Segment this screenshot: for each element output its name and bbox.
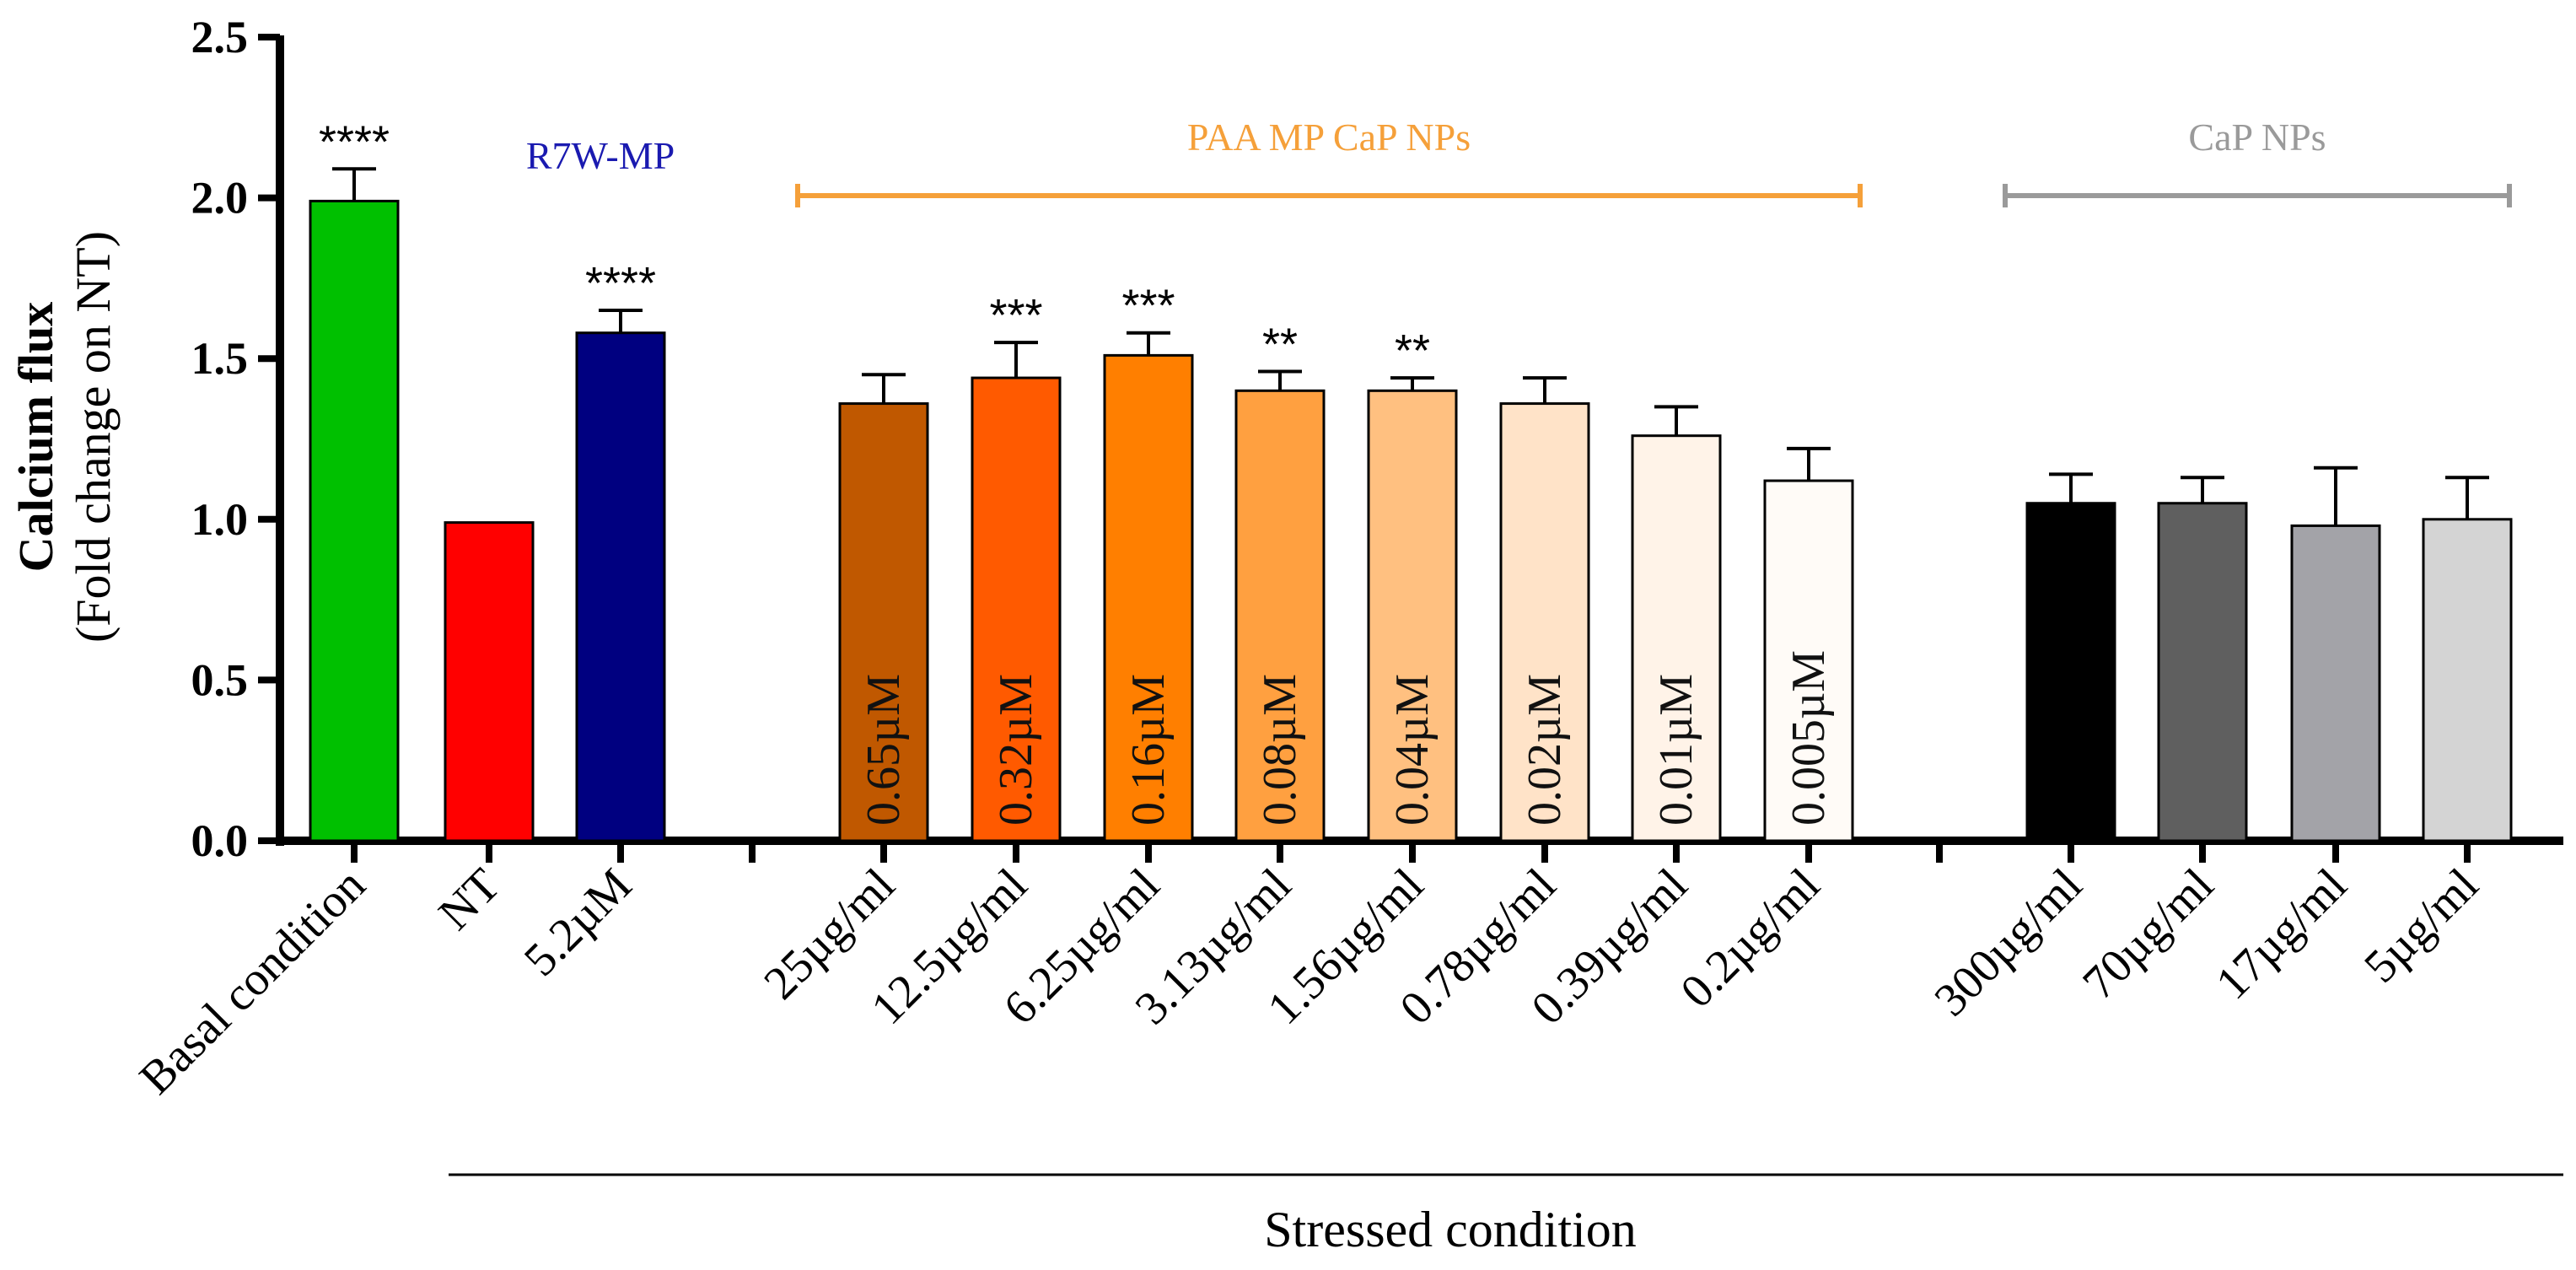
bar (1103, 353, 1194, 842)
bar-group: 300µg/ml (1925, 472, 2116, 1026)
bar (838, 402, 929, 842)
group-annotation: PAA MP CaP NPs (795, 116, 1863, 207)
bar-group: **** Basal condition (130, 116, 400, 1105)
y-axis-subtitle: (Fold change on NT) (66, 231, 121, 643)
group-annotations: R7W-MP PAA MP CaP NPs CaP NPs (526, 116, 2512, 207)
bar (1499, 402, 1590, 842)
significance-label: ** (1262, 319, 1298, 369)
bar-inner-label: 0.08µM (1254, 674, 1306, 826)
y-tick-label: 0.0 (191, 815, 249, 866)
y-axis-title: Calcium flux (8, 302, 63, 573)
x-axis (277, 837, 2563, 863)
category-label: 5.2µM (514, 858, 642, 986)
bar-inner-label: 0.04µM (1386, 674, 1439, 826)
group-annotation: CaP NPs (2003, 116, 2512, 207)
bar (2290, 524, 2381, 842)
y-tick-label: 2.5 (191, 12, 249, 62)
bar (1234, 389, 1326, 842)
bar (1631, 434, 1722, 842)
significance-label: *** (1121, 281, 1175, 331)
bar (2157, 502, 2248, 842)
group-label: R7W-MP (526, 134, 675, 177)
bar-inner-label: 0.01µM (1650, 674, 1702, 826)
x-axis-title: Stressed condition (1264, 1202, 1637, 1257)
significance-label: ** (1395, 326, 1430, 376)
bar (1763, 479, 1854, 842)
bar-inner-label: 0.005µM (1783, 650, 1835, 826)
group-annotation: R7W-MP (526, 134, 675, 177)
bar-inner-label: 0.16µM (1122, 674, 1175, 826)
significance-label: **** (319, 116, 390, 167)
y-tick-label: 1.0 (191, 494, 249, 545)
bar-inner-label: 0.02µM (1519, 674, 1571, 826)
bar (1367, 389, 1458, 842)
bar (309, 199, 400, 842)
bar-group: **** 5.2µM (514, 258, 666, 987)
group-label: PAA MP CaP NPs (1187, 116, 1471, 159)
significance-label: **** (585, 258, 656, 309)
bar-group: NT (429, 521, 535, 940)
y-tick-label: 0.5 (191, 654, 249, 705)
bar-inner-label: 0.32µM (990, 674, 1042, 826)
bar-series: ****Basal condition NT****5.2µM0.65µM25µg… (130, 116, 2513, 1105)
bar (575, 331, 666, 842)
category-label: 5µg/ml (2354, 858, 2488, 993)
bar (971, 376, 1062, 842)
y-tick-label: 1.5 (191, 333, 249, 384)
category-label: 70µg/ml (2073, 858, 2224, 1009)
bar (2025, 502, 2116, 842)
y-axis: 0.0 0.5 1.0 1.5 2.0 2.5 (191, 12, 284, 866)
category-label: 17µg/ml (2206, 858, 2357, 1009)
category-label: NT (429, 858, 511, 940)
bar (2422, 518, 2513, 842)
category-label: 300µg/ml (1925, 858, 2093, 1026)
group-label: CaP NPs (2188, 116, 2326, 159)
bar-inner-label: 0.65µM (858, 674, 910, 826)
category-label: 0.2µg/ml (1670, 858, 1830, 1018)
y-tick-label: 2.0 (191, 173, 249, 223)
bar (444, 521, 535, 842)
category-label: Basal condition (130, 858, 375, 1104)
significance-label: *** (989, 290, 1042, 341)
